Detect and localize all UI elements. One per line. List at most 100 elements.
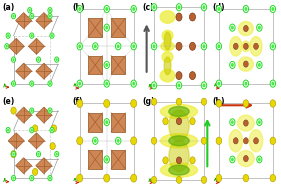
Ellipse shape (160, 69, 175, 82)
Polygon shape (111, 18, 125, 37)
Ellipse shape (242, 41, 250, 52)
Circle shape (77, 137, 83, 145)
Text: (h): (h) (213, 97, 225, 106)
Circle shape (257, 156, 262, 163)
Circle shape (230, 24, 235, 31)
Circle shape (270, 5, 276, 12)
Ellipse shape (237, 115, 254, 131)
Circle shape (270, 43, 276, 50)
Circle shape (37, 58, 40, 61)
Circle shape (131, 99, 137, 108)
Polygon shape (111, 56, 125, 74)
Bar (80, 9, 134, 84)
Ellipse shape (169, 136, 189, 146)
Polygon shape (8, 133, 24, 149)
Bar (219, 104, 273, 178)
Circle shape (151, 98, 157, 105)
Circle shape (104, 156, 109, 163)
Circle shape (271, 82, 274, 86)
Circle shape (271, 44, 274, 48)
Circle shape (201, 82, 207, 89)
Circle shape (12, 81, 15, 86)
Polygon shape (15, 107, 32, 123)
Circle shape (117, 139, 120, 143)
Circle shape (49, 177, 51, 180)
Text: (d): (d) (213, 3, 225, 12)
Circle shape (234, 138, 238, 144)
Circle shape (234, 43, 238, 49)
Circle shape (11, 107, 16, 114)
Polygon shape (36, 158, 52, 174)
Circle shape (104, 174, 110, 182)
Circle shape (216, 137, 222, 145)
Circle shape (78, 7, 81, 11)
Circle shape (117, 44, 120, 48)
Circle shape (201, 43, 207, 50)
Circle shape (190, 118, 195, 125)
Ellipse shape (160, 104, 198, 119)
Polygon shape (88, 18, 102, 37)
Circle shape (12, 82, 15, 85)
Circle shape (243, 174, 249, 182)
Circle shape (231, 120, 234, 124)
Circle shape (92, 43, 98, 50)
Text: (f): (f) (72, 97, 83, 106)
Circle shape (12, 153, 15, 156)
Circle shape (131, 137, 137, 145)
Circle shape (132, 7, 135, 11)
Circle shape (7, 129, 9, 132)
Circle shape (28, 8, 32, 13)
Circle shape (216, 43, 222, 50)
Circle shape (270, 80, 276, 87)
Circle shape (51, 125, 57, 132)
Circle shape (94, 44, 97, 48)
Circle shape (5, 44, 9, 49)
Circle shape (105, 157, 108, 161)
Bar (154, 7, 204, 85)
Circle shape (151, 43, 157, 50)
Circle shape (29, 9, 31, 12)
Circle shape (216, 5, 222, 12)
Circle shape (201, 176, 207, 184)
Circle shape (131, 5, 136, 12)
Circle shape (230, 119, 235, 125)
Circle shape (31, 129, 33, 132)
Polygon shape (15, 12, 32, 29)
Circle shape (153, 5, 155, 9)
Circle shape (163, 118, 168, 125)
Circle shape (190, 157, 195, 164)
Circle shape (176, 72, 182, 80)
Circle shape (31, 34, 33, 37)
Circle shape (258, 63, 261, 67)
Circle shape (201, 137, 207, 144)
Circle shape (244, 138, 248, 144)
Circle shape (49, 109, 51, 112)
Circle shape (49, 15, 51, 18)
Text: (b): (b) (72, 3, 85, 12)
Circle shape (30, 13, 34, 19)
Circle shape (104, 24, 109, 31)
Circle shape (176, 118, 182, 125)
Circle shape (12, 175, 15, 181)
Circle shape (12, 13, 15, 19)
Ellipse shape (160, 134, 198, 148)
Circle shape (49, 82, 51, 85)
Bar (80, 104, 134, 178)
Ellipse shape (250, 36, 262, 56)
Circle shape (77, 99, 83, 108)
Circle shape (132, 44, 135, 48)
Circle shape (32, 168, 38, 175)
Circle shape (151, 137, 157, 144)
Circle shape (30, 127, 34, 133)
Circle shape (153, 44, 155, 48)
Circle shape (32, 125, 38, 132)
Circle shape (254, 138, 258, 144)
Circle shape (257, 119, 262, 125)
Circle shape (50, 143, 55, 150)
Circle shape (203, 44, 205, 48)
Circle shape (37, 57, 40, 62)
Circle shape (153, 83, 155, 87)
Circle shape (216, 174, 222, 182)
Circle shape (131, 174, 137, 182)
Text: (c): (c) (142, 3, 154, 12)
